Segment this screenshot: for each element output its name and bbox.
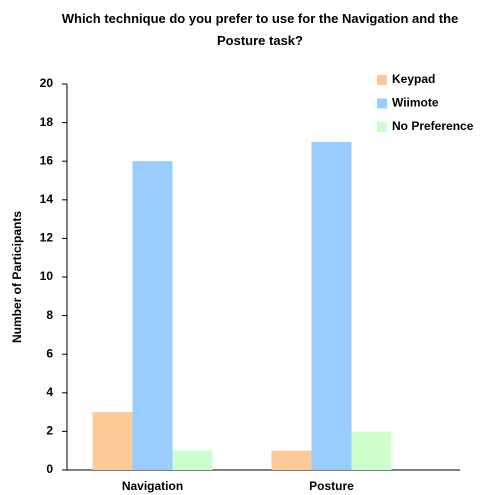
bar	[132, 161, 173, 470]
bar	[271, 450, 312, 470]
x-tick-label: Navigation	[122, 479, 183, 493]
y-tick-label: 4	[46, 385, 53, 399]
y-tick-label: 16	[40, 153, 54, 167]
chart-title: Which technique do you prefer to use for…	[61, 11, 459, 48]
y-tick-label: 6	[46, 346, 53, 360]
y-tick-label: 10	[40, 269, 54, 283]
y-axis-label: Number of Participants	[10, 211, 24, 343]
y-tick-label: 14	[40, 192, 54, 206]
legend-label: Keypad	[392, 72, 435, 86]
bar	[351, 431, 392, 470]
bar	[311, 141, 352, 470]
bar	[172, 450, 213, 470]
y-tick-label: 18	[40, 115, 54, 129]
legend-swatch	[377, 122, 387, 132]
legend-swatch	[377, 75, 387, 85]
legend-swatch	[377, 98, 387, 109]
y-tick-label: 12	[40, 231, 54, 245]
x-tick-label: Posture	[309, 479, 354, 493]
y-tick-label: 20	[40, 76, 54, 90]
legend-label: Wiimote	[392, 96, 439, 110]
y-tick-label: 0	[46, 462, 53, 476]
bar	[92, 412, 133, 470]
legend-label: No Preference	[392, 119, 474, 133]
y-tick-label: 2	[46, 424, 53, 438]
y-tick-label: 8	[46, 308, 53, 322]
